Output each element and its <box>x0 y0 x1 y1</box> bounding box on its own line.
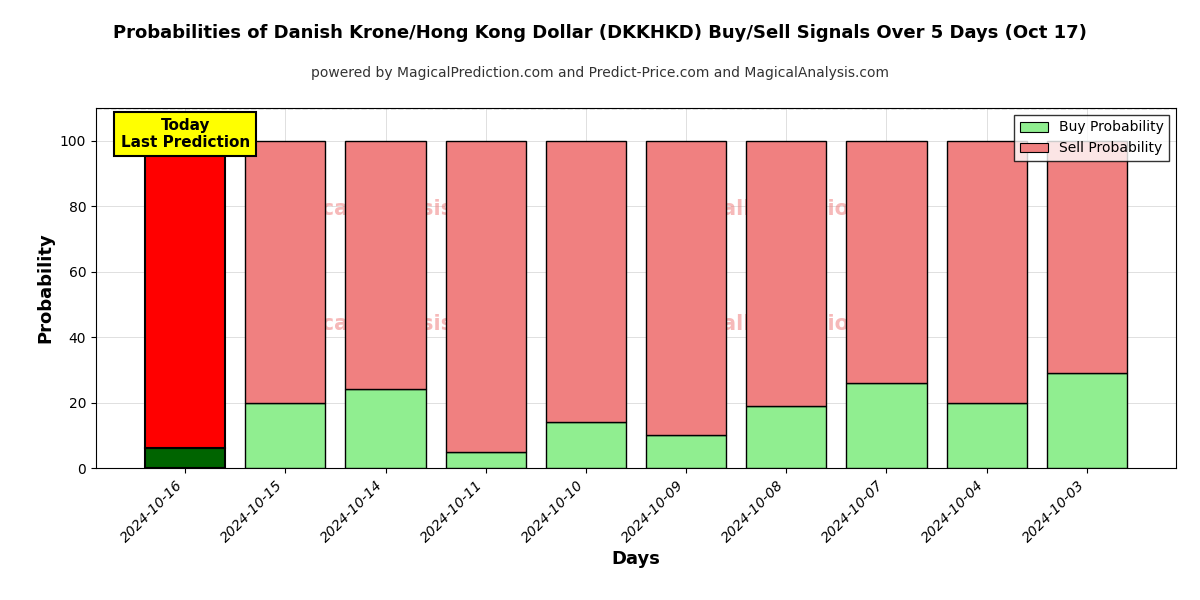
Text: MagicalPrediction.com: MagicalPrediction.com <box>654 314 920 334</box>
Legend: Buy Probability, Sell Probability: Buy Probability, Sell Probability <box>1014 115 1169 161</box>
Bar <box>445 452 526 468</box>
Text: Today
Last Prediction: Today Last Prediction <box>120 118 250 150</box>
Text: powered by MagicalPrediction.com and Predict-Price.com and MagicalAnalysis.com: powered by MagicalPrediction.com and Pre… <box>311 66 889 80</box>
Bar <box>145 448 226 468</box>
Text: Probabilities of Danish Krone/Hong Kong Dollar (DKKHKD) Buy/Sell Signals Over 5 : Probabilities of Danish Krone/Hong Kong … <box>113 24 1087 42</box>
Bar <box>346 141 426 389</box>
X-axis label: Days: Days <box>612 550 660 568</box>
Bar <box>245 403 325 468</box>
Bar <box>245 141 325 403</box>
Bar <box>846 383 926 468</box>
Bar <box>1046 141 1127 373</box>
Y-axis label: Probability: Probability <box>36 233 54 343</box>
Bar <box>746 141 827 406</box>
Text: MagicalPrediction.com: MagicalPrediction.com <box>654 199 920 219</box>
Bar <box>445 141 526 452</box>
Bar <box>1046 373 1127 468</box>
Text: MagicalAnalysis.com: MagicalAnalysis.com <box>265 199 510 219</box>
Bar <box>846 141 926 383</box>
Bar <box>947 141 1027 403</box>
Text: MagicalAnalysis.com: MagicalAnalysis.com <box>265 314 510 334</box>
Bar <box>546 141 626 422</box>
Bar <box>346 389 426 468</box>
Bar <box>646 435 726 468</box>
Bar <box>947 403 1027 468</box>
Bar <box>546 422 626 468</box>
Bar <box>646 141 726 435</box>
Bar <box>746 406 827 468</box>
Bar <box>145 141 226 448</box>
